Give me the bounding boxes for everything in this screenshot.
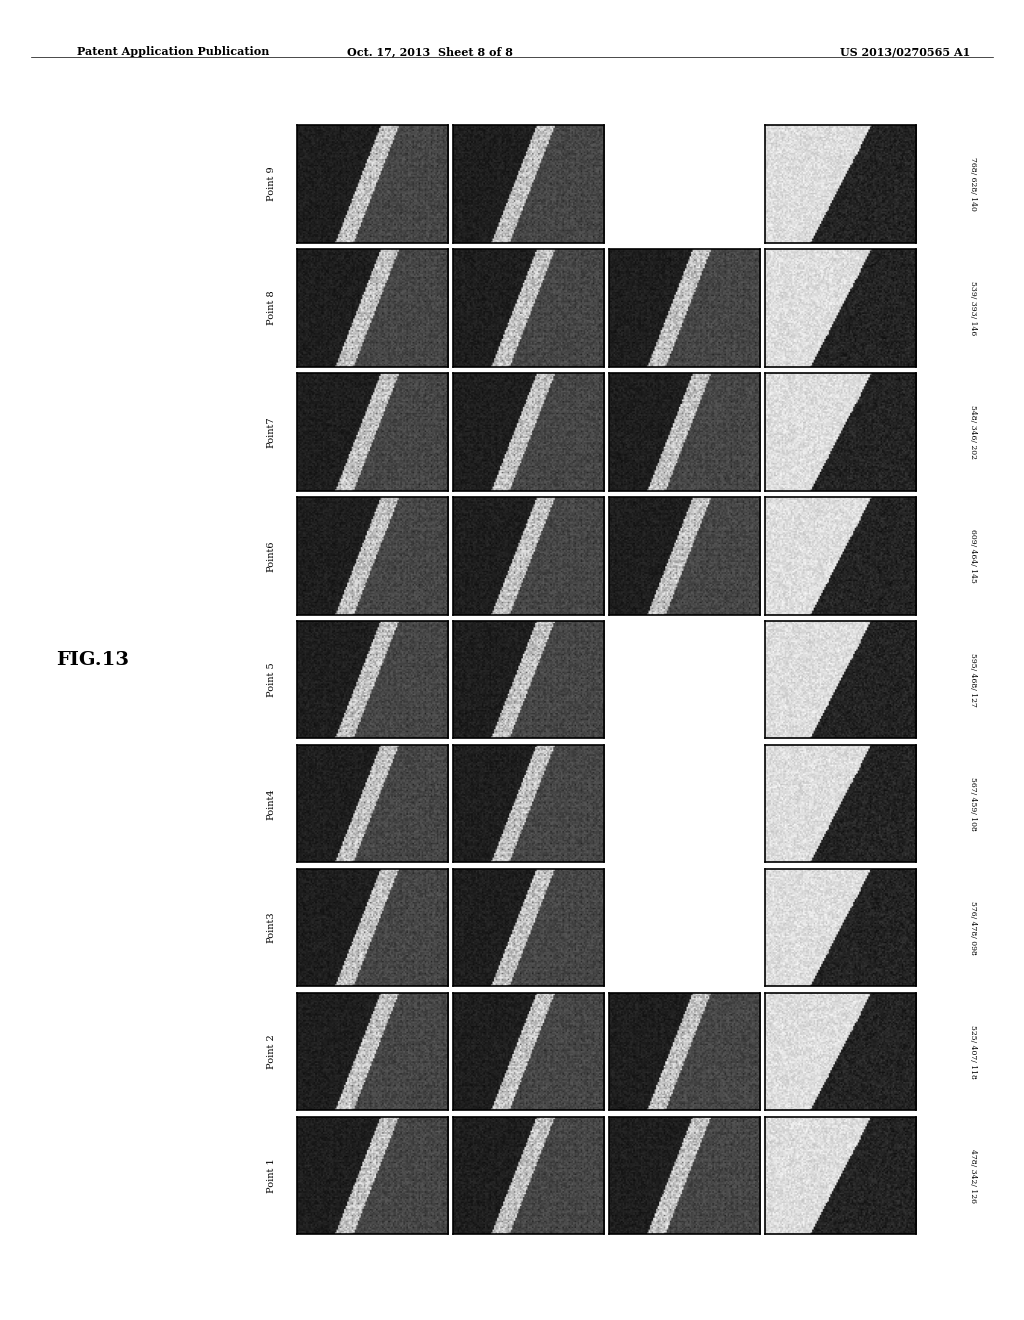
Text: 609/ 464/ 145: 609/ 464/ 145 xyxy=(969,529,977,583)
Text: US 2013/0270565 A1: US 2013/0270565 A1 xyxy=(840,46,970,57)
Bar xyxy=(609,869,760,986)
Text: Patent Application Publication: Patent Application Publication xyxy=(77,46,269,57)
Bar xyxy=(609,622,760,738)
Text: 548/ 346/ 202: 548/ 346/ 202 xyxy=(969,405,977,459)
Text: Point3: Point3 xyxy=(267,912,275,944)
Text: Point 5: Point 5 xyxy=(267,663,275,697)
Bar xyxy=(609,744,760,862)
Text: Point 2: Point 2 xyxy=(267,1035,275,1069)
Text: Point7: Point7 xyxy=(267,416,275,447)
Text: Oct. 17, 2013  Sheet 8 of 8: Oct. 17, 2013 Sheet 8 of 8 xyxy=(347,46,513,57)
Text: Point 8: Point 8 xyxy=(267,290,275,325)
Text: Point6: Point6 xyxy=(267,540,275,572)
Text: 567/ 459/ 108: 567/ 459/ 108 xyxy=(969,776,977,830)
Text: FIG.13: FIG.13 xyxy=(55,651,129,669)
Text: 478/ 342/ 126: 478/ 342/ 126 xyxy=(969,1148,977,1203)
Bar xyxy=(609,125,760,243)
Text: 768/ 628/ 140: 768/ 628/ 140 xyxy=(969,157,977,211)
Text: 576/ 478/ 098: 576/ 478/ 098 xyxy=(969,900,977,954)
Text: Point 1: Point 1 xyxy=(267,1158,275,1193)
Text: Point4: Point4 xyxy=(267,788,275,820)
Text: Point 9: Point 9 xyxy=(267,166,275,202)
Text: 539/ 393/ 146: 539/ 393/ 146 xyxy=(969,281,977,335)
Text: 525/ 407/ 118: 525/ 407/ 118 xyxy=(969,1024,977,1078)
Text: 595/ 468/ 127: 595/ 468/ 127 xyxy=(969,653,977,706)
